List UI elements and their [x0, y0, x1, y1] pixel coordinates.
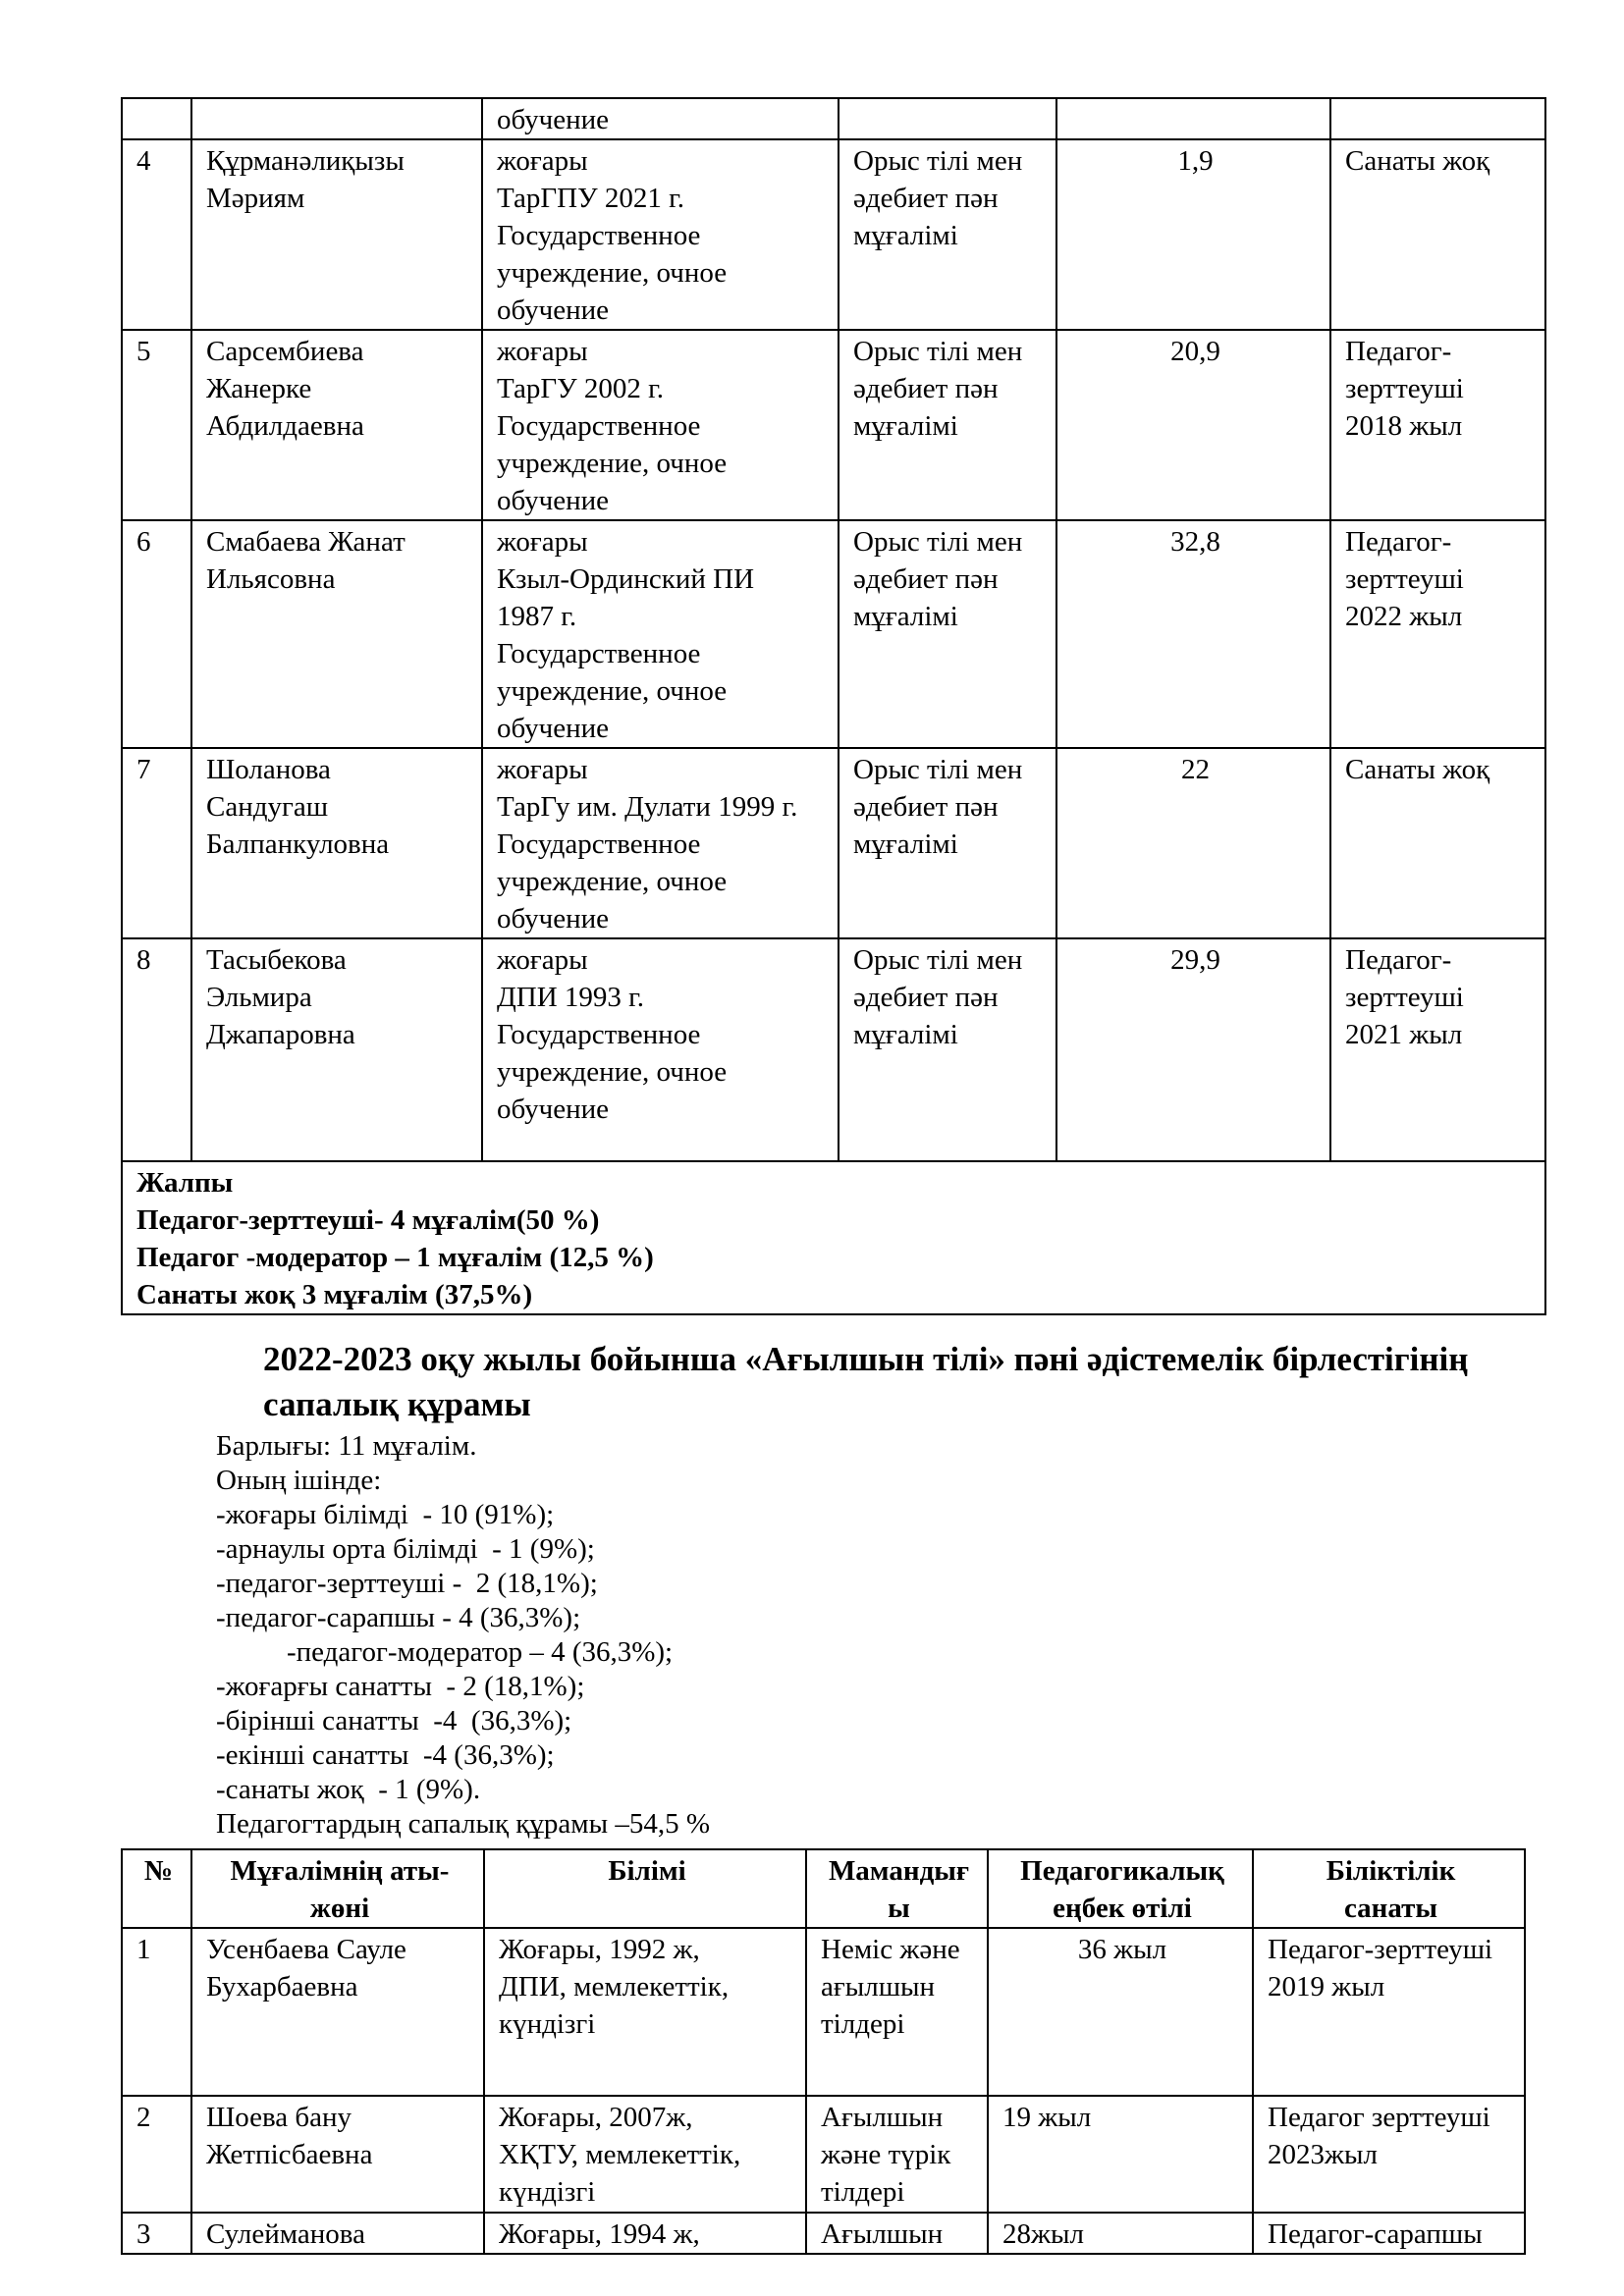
- cell-category: Педагог-сарапшы: [1252, 2212, 1526, 2255]
- summary-line: Педагог -модератор – 1 мұғалім (12,5 %): [136, 1242, 654, 1273]
- cell-num: 6: [121, 519, 192, 749]
- stat-line: -екінші санатты -4 (36,3%);: [216, 1739, 555, 1771]
- cell-experience: 28жыл: [987, 2212, 1254, 2255]
- summary-line: Педагог-зерттеуші- 4 мұғалім(50 %): [136, 1204, 600, 1236]
- stat-line: -арнаулы орта білімді - 1 (9%);: [216, 1533, 595, 1565]
- cell-education: жоғары ТарГу им. Дулати 1999 г. Государс…: [481, 747, 839, 939]
- cell-name: Сулейманова: [190, 2212, 485, 2255]
- cell-education: жоғары ДПИ 1993 г. Государственное учреж…: [481, 937, 839, 1162]
- russian-teachers-table: обучение 4 Құрманәлиқызы Мәриям жоғары ТарГ…: [121, 97, 1546, 1315]
- table-row: 1 Усенбаева Сауле Бухарбаевна Жоғары, 1992…: [121, 1927, 1526, 2097]
- cell-specialty: Орыс тілі мен әдебиет пән мұғалімі: [838, 747, 1057, 939]
- english-teachers-table: № Мұғалімнің аты- жөні Білімі Мамандығ ы Пед…: [121, 1848, 1526, 2255]
- section-heading: 2022-2023 оқу жылы бойынша «Ағылшын тілі…: [263, 1340, 1469, 1423]
- table-row: 8 Тасыбекова Эльмира Джапаровна жоғары ДПИ…: [121, 937, 1546, 1162]
- cell-num: 5: [121, 329, 192, 521]
- cell-name: Усенбаева Сауле Бухарбаевна: [190, 1927, 485, 2097]
- cell-category: Санаты жоқ: [1329, 747, 1546, 939]
- cell-specialty: Орыс тілі мен әдебиет пән мұғалімі: [838, 519, 1057, 749]
- summary-line: Санаты жоқ 3 мұғалім (37,5%): [136, 1279, 533, 1310]
- cell-category: Педагог- зерттеуші 2022 жыл: [1329, 519, 1546, 749]
- cell-category: Педагог- зерттеуші 2018 жыл: [1329, 329, 1546, 521]
- cell-category: Педагог- зерттеуші 2021 жыл: [1329, 937, 1546, 1162]
- cell-experience: 1,9: [1056, 138, 1331, 331]
- cell-num: 3: [121, 2212, 192, 2255]
- column-header: Мамандығ ы: [805, 1848, 989, 1929]
- table-row: 7 Шоланова Сандугаш Балпанкуловна жоғары Т…: [121, 747, 1546, 939]
- cell-name: Смабаева Жанат Ильясовна: [190, 519, 483, 749]
- stat-line: -педагог-зерттеуші - 2 (18,1%);: [216, 1568, 598, 1599]
- header-row: № Мұғалімнің аты- жөні Білімі Мамандығ ы Пед…: [121, 1848, 1526, 1929]
- cell-category: Педагог зерттеуші 2023жыл: [1252, 2095, 1526, 2214]
- cell-specialty: Неміс және ағылшын тілдері: [805, 1927, 989, 2097]
- cell-experience: 20,9: [1056, 329, 1331, 521]
- cell-education: Жоғары, 2007ж, ХҚТУ, мемлекеттік, күндіз…: [483, 2095, 807, 2214]
- stat-line: Педагогтардың сапалық құрамы –54,5 %: [216, 1808, 711, 1840]
- cell-num: 8: [121, 937, 192, 1162]
- cell-education: жоғары ТарГУ 2002 г. Государственное учр…: [481, 329, 839, 521]
- stat-line: -санаты жоқ - 1 (9%).: [216, 1774, 481, 1805]
- stat-line: Барлығы: 11 мұғалім.: [216, 1430, 477, 1462]
- column-header: Педагогикалық еңбек өтілі: [987, 1848, 1254, 1929]
- cell-experience: [1056, 97, 1331, 140]
- cell-specialty: Орыс тілі мен әдебиет пән мұғалімі: [838, 138, 1057, 331]
- cell-num: 1: [121, 1927, 192, 2097]
- cell-experience: 32,8: [1056, 519, 1331, 749]
- cell-specialty: Ағылшын және түрік тілдері: [805, 2095, 989, 2214]
- cell-num: [121, 97, 192, 140]
- column-header: №: [121, 1848, 192, 1929]
- stat-line: Оның ішінде:: [216, 1465, 382, 1496]
- cell-specialty: [838, 97, 1057, 140]
- cell-num: 4: [121, 138, 192, 331]
- cell-num: 2: [121, 2095, 192, 2214]
- column-header: Білімі: [483, 1848, 807, 1929]
- cell-name: Шоланова Сандугаш Балпанкуловна: [190, 747, 483, 939]
- stat-line: -жоғарғы санатты - 2 (18,1%);: [216, 1671, 585, 1702]
- summary-line: Жалпы: [136, 1167, 234, 1199]
- cell-specialty: Орыс тілі мен әдебиет пән мұғалімі: [838, 937, 1057, 1162]
- stat-line: -бірінші санатты -4 (36,3%);: [216, 1705, 572, 1736]
- cell-name: Тасыбекова Эльмира Джапаровна: [190, 937, 483, 1162]
- table-row: 3 Сулейманова Жоғары, 1994 ж, Ағылшын 28жыл П…: [121, 2212, 1526, 2255]
- cell-name: Құрманәлиқызы Мәриям: [190, 138, 483, 331]
- cell-num: 7: [121, 747, 192, 939]
- cell-category: [1329, 97, 1546, 140]
- cell-education: Жоғары, 1992 ж, ДПИ, мемлекеттік, күндіз…: [483, 1927, 807, 2097]
- cell-experience: 29,9: [1056, 937, 1331, 1162]
- cell-name: Шоева бану Жетпісбаевна: [190, 2095, 485, 2214]
- cell-education: жоғары ТарГПУ 2021 г. Государственное уч…: [481, 138, 839, 331]
- cell-education: Жоғары, 1994 ж,: [483, 2212, 807, 2255]
- table-row: 6 Смабаева Жанат Ильясовна жоғары Кзыл-Орд…: [121, 519, 1546, 749]
- cell-category: Санаты жоқ: [1329, 138, 1546, 331]
- stat-line: -жоғары білімді - 10 (91%);: [216, 1499, 555, 1530]
- cell-experience: 19 жыл: [987, 2095, 1254, 2214]
- cell-specialty: Орыс тілі мен әдебиет пән мұғалімі: [838, 329, 1057, 521]
- table-row: 4 Құрманәлиқызы Мәриям жоғары ТарГПУ 2021 …: [121, 138, 1546, 331]
- cell-experience: 22: [1056, 747, 1331, 939]
- column-header: Біліктілік санаты: [1252, 1848, 1526, 1929]
- cell-education: обучение: [481, 97, 839, 140]
- stat-line: -педагог-модератор – 4 (36,3%);: [287, 1636, 674, 1668]
- cell-name: [190, 97, 483, 140]
- column-header: Мұғалімнің аты- жөні: [190, 1848, 485, 1929]
- stat-line: -педагог-сарапшы - 4 (36,3%);: [216, 1602, 581, 1633]
- cell-specialty: Ағылшын: [805, 2212, 989, 2255]
- stats-list: Барлығы: 11 мұғалім. Оның ішінде: -жоғары …: [216, 1429, 710, 1842]
- cell-experience: 36 жыл: [987, 1927, 1254, 2097]
- table-row: 5 Сарсембиева Жанерке Абдилдаевна жоғары Т…: [121, 329, 1546, 521]
- cell-education: жоғары Кзыл-Ординский ПИ 1987 г. Государ…: [481, 519, 839, 749]
- cell-name: Сарсембиева Жанерке Абдилдаевна: [190, 329, 483, 521]
- table-row: 2 Шоева бану Жетпісбаевна Жоғары, 2007ж, Х…: [121, 2095, 1526, 2214]
- table-row: обучение: [121, 97, 1546, 140]
- summary-cell: Жалпы Педагог-зерттеуші- 4 мұғалім(50 %) П…: [121, 1160, 1546, 1315]
- cell-category: Педагог-зерттеуші 2019 жыл: [1252, 1927, 1526, 2097]
